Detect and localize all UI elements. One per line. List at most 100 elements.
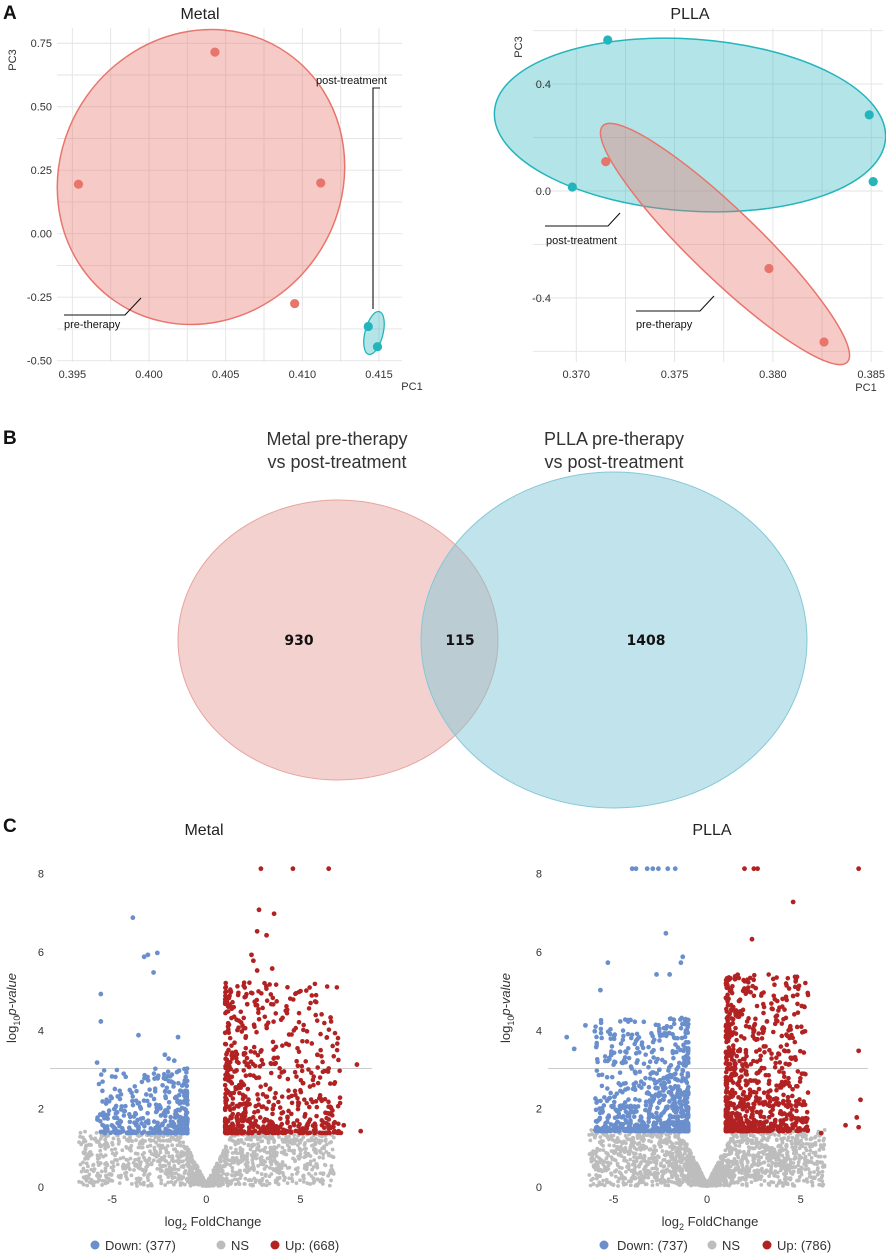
volcano-metal-ns-point bbox=[137, 1142, 142, 1146]
volcano-plla-ns-point bbox=[731, 1134, 736, 1139]
volcano-metal-ns-point bbox=[266, 1140, 271, 1145]
volcano-metal-up-point bbox=[314, 1052, 320, 1058]
volcano-plla-ns-point bbox=[587, 1152, 592, 1157]
volcano-plla-down-point bbox=[641, 1019, 647, 1025]
volcano-plla-down-point bbox=[659, 1046, 665, 1052]
volcano-metal-ns-point bbox=[245, 1154, 249, 1159]
volcano-metal-ytick-label: 4 bbox=[38, 1025, 44, 1037]
volcano-metal-ns-point bbox=[278, 1170, 283, 1174]
volcano-metal-up-point bbox=[261, 1124, 266, 1129]
volcano-plla-ns-point bbox=[671, 1144, 676, 1149]
pca-plla-ytick-label: 0.4 bbox=[536, 79, 551, 91]
volcano-plla-down-point bbox=[663, 1127, 668, 1132]
volcano-plla-down-point bbox=[606, 1055, 612, 1061]
volcano-metal-up-point bbox=[249, 952, 254, 958]
volcano-metal-up-point bbox=[299, 1063, 305, 1069]
volcano-metal-ns-point bbox=[322, 1146, 326, 1150]
volcano-plla-ns-point bbox=[785, 1163, 790, 1168]
volcano-metal-ns-point bbox=[109, 1148, 114, 1152]
volcano-plla-ns-point bbox=[628, 1183, 633, 1188]
volcano-metal-ns-point bbox=[181, 1140, 186, 1145]
volcano-metal-down-point bbox=[184, 1070, 189, 1075]
volcano-metal-ytick-label: 8 bbox=[38, 869, 44, 881]
volcano-plla-ns-point bbox=[626, 1167, 631, 1172]
volcano-plla-ns-point bbox=[721, 1173, 726, 1178]
volcano-plla-ns-point bbox=[604, 1177, 609, 1182]
volcano-plla-down-point bbox=[671, 1094, 677, 1100]
volcano-metal-ns-point bbox=[146, 1183, 150, 1188]
volcano-plla-down-point bbox=[676, 1060, 682, 1066]
volcano-metal-up-point bbox=[229, 1115, 234, 1121]
volcano-metal-ns-point bbox=[165, 1144, 170, 1148]
volcano-metal-down-point bbox=[147, 1102, 152, 1107]
volcano-metal-ns-point bbox=[252, 1176, 257, 1181]
volcano-metal-ns-point bbox=[241, 1153, 245, 1158]
volcano-metal-ns-point bbox=[111, 1136, 116, 1141]
volcano-metal-ns-point bbox=[110, 1140, 115, 1145]
volcano-plla-ns-point bbox=[680, 1141, 685, 1145]
volcano-metal-down-point bbox=[132, 1084, 138, 1089]
volcano-metal-ns-point bbox=[302, 1166, 307, 1171]
volcano-metal-up-point bbox=[223, 1097, 229, 1103]
volcano-metal-down-point bbox=[126, 1130, 132, 1136]
volcano-plla-ns-point bbox=[674, 1162, 678, 1166]
volcano-metal-ns-point bbox=[240, 1147, 245, 1152]
volcano-metal-up-point bbox=[234, 1051, 240, 1057]
volcano-metal-ns-point bbox=[140, 1141, 145, 1146]
volcano-metal-up-point bbox=[248, 1059, 254, 1064]
volcano-plla-down-point bbox=[661, 1093, 667, 1098]
volcano-metal-ns-point bbox=[258, 1148, 262, 1153]
volcano-plla-down-point bbox=[653, 1059, 659, 1065]
volcano-plla-ns-point bbox=[674, 1180, 679, 1185]
volcano-plla-ns-point bbox=[817, 1138, 821, 1143]
volcano-plla-ns-point bbox=[745, 1152, 749, 1157]
volcano-metal-ns-point bbox=[269, 1162, 274, 1167]
volcano-metal-ns-point bbox=[101, 1154, 106, 1159]
volcano-plla-down-point bbox=[625, 1019, 631, 1024]
volcano-plla-ns-point bbox=[595, 1183, 600, 1188]
volcano-metal-up-point bbox=[256, 1075, 262, 1080]
volcano-plla-ns-point bbox=[804, 1137, 809, 1141]
volcano-metal-up-point bbox=[318, 1031, 323, 1037]
volcano-metal-up-point bbox=[260, 1104, 266, 1109]
volcano-metal-ns-point bbox=[259, 1172, 264, 1176]
volcano-metal-ns-point bbox=[230, 1173, 235, 1178]
volcano-plla-title: PLLA bbox=[692, 822, 731, 839]
volcano-plla-down-point bbox=[671, 1017, 677, 1022]
volcano-metal-up-point bbox=[227, 1035, 233, 1041]
volcano-metal-ns-point bbox=[159, 1164, 164, 1169]
volcano-metal-up-point bbox=[337, 1100, 343, 1106]
volcano-metal-ns-point bbox=[296, 1143, 300, 1148]
volcano-metal-ns-point bbox=[230, 1157, 235, 1162]
volcano-metal-ns-point bbox=[269, 1172, 274, 1177]
volcano-plla-down-point bbox=[685, 1071, 691, 1076]
volcano-metal-down-point bbox=[153, 1102, 159, 1107]
volcano-metal-down-point bbox=[134, 1088, 139, 1094]
volcano-metal-down-point bbox=[130, 1094, 136, 1099]
volcano-metal-up-point bbox=[317, 1075, 323, 1080]
volcano-metal-ns-point bbox=[196, 1182, 201, 1187]
volcano-metal-ns-point bbox=[78, 1130, 83, 1135]
volcano-metal-up-point bbox=[287, 1124, 293, 1130]
volcano-plla-down-point bbox=[651, 1055, 656, 1060]
volcano-metal-ns-point bbox=[189, 1169, 194, 1174]
volcano-metal-ns-point bbox=[270, 1159, 275, 1163]
volcano-plla-ns-point bbox=[638, 1170, 643, 1174]
volcano-metal-ns-point bbox=[310, 1143, 314, 1148]
volcano-metal-up-point bbox=[241, 1116, 247, 1121]
volcano-metal-ns-point bbox=[143, 1158, 148, 1162]
volcano-metal-ns-point bbox=[234, 1170, 239, 1175]
volcano-plla-down-point bbox=[657, 1038, 662, 1043]
volcano-metal-up-point bbox=[272, 1061, 278, 1067]
volcano-metal-ns-point bbox=[292, 1148, 297, 1153]
volcano-metal-up-point bbox=[324, 1035, 330, 1040]
pca-metal-ylabel: PC3 bbox=[7, 49, 19, 70]
volcano-plla-ns-point bbox=[777, 1178, 782, 1183]
volcano-metal-ns-point bbox=[98, 1136, 103, 1141]
volcano-metal-ns-point bbox=[308, 1162, 313, 1167]
volcano-metal-ns-point bbox=[330, 1171, 335, 1176]
volcano-metal-up-point bbox=[354, 1062, 360, 1067]
volcano-metal-ns-point bbox=[221, 1164, 225, 1169]
volcano-metal-ns-point bbox=[263, 1145, 268, 1150]
